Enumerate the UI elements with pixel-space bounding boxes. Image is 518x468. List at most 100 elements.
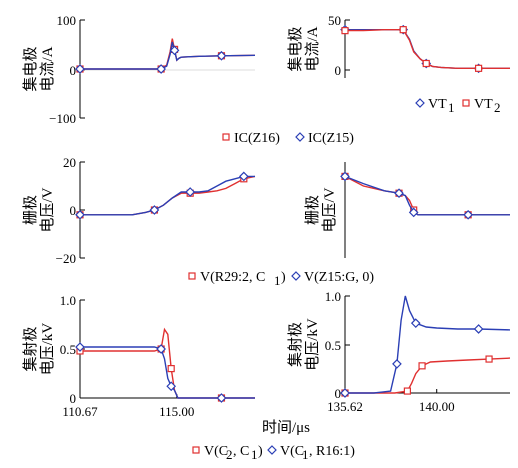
- diamond-marker: [267, 445, 277, 455]
- square-marker: [399, 26, 407, 34]
- y-axis-label: 集射极: [287, 322, 304, 367]
- legend-row1-right: VT 1 VT 2: [415, 97, 501, 115]
- subplot-4: 栅极 电压/V: [304, 162, 510, 258]
- diamond-marker: [75, 64, 85, 74]
- diamond-marker: [156, 344, 166, 354]
- square-marker: [188, 272, 196, 280]
- y-tick-label: 20: [63, 155, 76, 170]
- legend-label: IC(Z16): [234, 131, 280, 146]
- x-axis-label: 时间/μs: [262, 419, 310, 436]
- square-marker: [222, 133, 230, 141]
- y-tick-label: 1.0: [325, 289, 341, 304]
- y-tick-label: 100: [57, 13, 77, 28]
- diamond-marker: [75, 342, 85, 352]
- series-line: [80, 175, 255, 216]
- subplot-6: 1.0 0.5 0 集射极 电压/kV 135.62 140.00: [287, 289, 511, 414]
- legend-label: V(Z15:G, 0): [304, 270, 374, 285]
- diamond-marker: [408, 207, 419, 218]
- y-axis-label: 电压/kV: [39, 323, 56, 376]
- diamond-marker: [410, 318, 421, 329]
- diamond-marker: [216, 393, 227, 403]
- y-tick-label: 0: [70, 203, 77, 218]
- diamond-marker: [238, 171, 249, 182]
- subplot-2: 50 0 集电极 电流/A: [287, 13, 510, 78]
- square-marker: [462, 99, 470, 107]
- y-axis-label: 栅极: [304, 195, 321, 225]
- y-axis-label: 电压/V: [39, 187, 56, 232]
- y-axis-label: 电压/V: [321, 187, 338, 232]
- series-line: [80, 175, 256, 216]
- subplot-5: 1.0 0.5 0 集射极 电压/kV 110.67 115.00: [22, 293, 255, 419]
- diamond-marker: [295, 132, 305, 142]
- y-axis-label: 电流/A: [304, 26, 321, 71]
- series-line: [80, 41, 256, 70]
- square-marker: [418, 362, 426, 370]
- y-tick-label: 0: [335, 63, 342, 78]
- y-tick-label: 0: [335, 386, 342, 401]
- series-line: [80, 346, 255, 399]
- square-marker: [403, 387, 411, 395]
- y-axis-label: 栅极: [22, 195, 39, 225]
- legend-label: ): [281, 270, 286, 285]
- diamond-marker: [340, 171, 350, 182]
- legend-label: V(C: [280, 444, 304, 459]
- square-marker: [485, 355, 493, 363]
- x-tick-label: 140.00: [419, 399, 455, 414]
- legend-label: VT: [428, 97, 447, 112]
- y-axis-label: 集射极: [22, 326, 39, 371]
- diamond-marker: [185, 187, 196, 197]
- diamond-marker: [169, 45, 180, 56]
- y-tick-label: 1.0: [60, 293, 76, 308]
- diamond-marker: [415, 98, 425, 108]
- x-tick-label: 110.67: [62, 404, 98, 419]
- legend-label: ): [258, 444, 263, 459]
- diamond-marker: [156, 64, 166, 74]
- diamond-marker: [166, 381, 177, 392]
- subplot-1: 100 0 −100 集电极 电流/A: [22, 13, 256, 126]
- square-marker: [474, 64, 483, 72]
- legend-subscript: 1: [302, 447, 309, 462]
- x-tick-label: 135.62: [327, 399, 363, 414]
- diamond-marker: [463, 209, 473, 220]
- y-tick-label: −100: [49, 111, 76, 126]
- y-axis-label: 集电极: [287, 26, 304, 71]
- legend-label: , C: [233, 444, 249, 459]
- legend-subscript: 1: [274, 273, 281, 288]
- y-tick-label: 0: [70, 391, 77, 406]
- y-axis-label: 电压/kV: [304, 318, 321, 371]
- legend-label: , R16:1): [309, 444, 355, 459]
- legend-row2: V(R29:2, C 1) V(Z15:G, 0): [188, 270, 374, 288]
- x-tick-label: 115.00: [159, 404, 194, 419]
- legend-subscript: 1: [251, 447, 258, 462]
- legend-label: V(C: [204, 444, 228, 459]
- legend-row1: IC(Z16) IC(Z15): [222, 131, 354, 146]
- y-tick-label: −20: [56, 251, 76, 266]
- legend-label: IC(Z15): [308, 131, 354, 146]
- diamond-marker: [394, 188, 404, 199]
- legend-row3: V(C2, C 1) V(C1, R16:1): [192, 444, 355, 462]
- series-line: [345, 357, 511, 394]
- series-line: [344, 175, 510, 216]
- diamond-marker: [473, 324, 484, 334]
- y-axis-label: 集电极: [22, 46, 39, 91]
- y-axis-label: 电流/A: [39, 46, 56, 91]
- y-tick-label: 50: [328, 13, 341, 28]
- series-line: [80, 327, 255, 399]
- diamond-marker: [392, 359, 402, 369]
- diamond-marker: [291, 271, 301, 281]
- y-tick-label: 0.5: [325, 338, 341, 353]
- legend-subscript: 1: [448, 100, 455, 115]
- legend-label: VT: [474, 97, 493, 112]
- y-tick-label: 0: [70, 63, 77, 78]
- series-line: [345, 29, 510, 70]
- series-line: [344, 175, 510, 216]
- square-marker: [167, 365, 175, 373]
- diamond-marker: [149, 205, 160, 215]
- square-marker: [192, 446, 200, 454]
- y-tick-label: 0.5: [60, 342, 76, 357]
- legend-subscript: 2: [226, 447, 233, 462]
- diamond-marker: [340, 388, 350, 398]
- subplot-3: 20 0 −20 栅极 电压/V: [22, 155, 256, 266]
- square-marker: [341, 27, 349, 35]
